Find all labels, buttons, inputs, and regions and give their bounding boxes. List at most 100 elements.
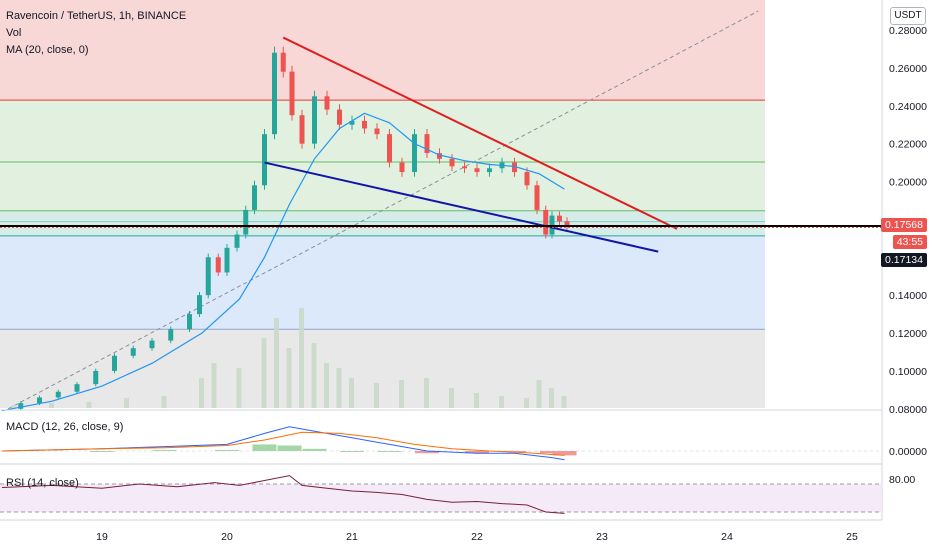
candle-body <box>524 172 530 186</box>
candle-body <box>399 162 405 173</box>
macd-histogram-bar <box>152 449 177 451</box>
y-tick-label: 0.26000 <box>889 63 927 75</box>
macd-histogram-bar <box>277 445 302 451</box>
candle-body <box>424 134 430 154</box>
macd-histogram-bar <box>340 451 364 452</box>
macd-histogram-bar <box>552 451 577 456</box>
candle-body <box>449 158 455 167</box>
fib-zone-teal <box>0 210 765 236</box>
candle-body <box>324 96 330 110</box>
candle-body <box>243 209 249 235</box>
candle-body <box>130 348 136 356</box>
macd-histogram-bar <box>377 451 402 452</box>
last-price-tag: 0.17568 <box>881 218 927 232</box>
candle-body <box>374 128 380 135</box>
volume-bar <box>236 368 242 408</box>
trend-dashed-line <box>8 10 759 410</box>
volume-bar <box>161 396 167 408</box>
candle-body <box>37 397 42 404</box>
y-tick-label: 0.10000 <box>889 366 927 378</box>
candle-body <box>349 120 355 125</box>
fib-zone-blue <box>0 235 765 330</box>
candle-body <box>289 71 295 116</box>
y-tick-label: 0.28000 <box>889 25 927 37</box>
candle-body <box>362 120 367 129</box>
ma-legend: MA (20, close, 0) <box>6 44 89 56</box>
volume-bar <box>399 380 404 408</box>
candle-body <box>55 391 61 398</box>
candle-body <box>187 314 192 330</box>
volume-bar <box>86 402 92 408</box>
y-tick-label: 0.20000 <box>889 177 927 189</box>
volume-bar <box>274 318 279 408</box>
volume-legend: Vol <box>6 27 22 39</box>
macd-histogram-bar <box>415 451 439 454</box>
volume-bar <box>374 383 379 408</box>
volume-bar <box>286 348 292 408</box>
x-tick-label: 20 <box>221 531 233 543</box>
countdown-tag: 43:55 <box>892 235 927 249</box>
resistance-line <box>282 36 678 230</box>
y-tick-label: 0.08000 <box>889 404 927 416</box>
macd-histogram-bar <box>502 451 527 452</box>
candle-body <box>312 96 317 144</box>
candle-body <box>543 209 549 235</box>
macd-histogram-bar <box>252 444 277 451</box>
candle-body <box>205 257 211 296</box>
x-tick-label: 22 <box>471 531 483 543</box>
candle-body <box>487 168 492 173</box>
candle-body <box>564 221 570 227</box>
candle-body <box>474 168 480 173</box>
volume-bar <box>49 403 54 408</box>
y-tick-label: 0.14000 <box>889 290 927 302</box>
macd-tick-label: 0.00000 <box>889 446 927 458</box>
macd-histogram-bar <box>302 448 327 451</box>
volume-bar <box>424 378 429 408</box>
rsi-tick-label: 80.00 <box>889 474 915 486</box>
volume-bar <box>11 405 17 408</box>
x-tick-label: 19 <box>96 531 108 543</box>
candle-body <box>337 109 342 125</box>
candle-body <box>234 234 240 248</box>
fib-zone-top <box>0 0 765 101</box>
volume-bar <box>549 388 554 408</box>
candle-body <box>462 166 467 169</box>
volume-bar <box>311 343 317 408</box>
volume-bar <box>561 396 567 408</box>
volume-bar <box>524 398 529 408</box>
candle-body <box>299 115 305 144</box>
candle-body <box>272 52 277 135</box>
candle-body <box>512 162 517 173</box>
volume-bar <box>199 378 204 408</box>
rsi-line <box>1 475 565 514</box>
macd-histogram-bar <box>540 451 564 454</box>
macd-histogram-bar <box>90 451 114 452</box>
ma-line <box>1 112 565 412</box>
candle-body <box>437 153 442 159</box>
x-tick-label: 25 <box>846 531 858 543</box>
signal-line <box>1 431 565 456</box>
candle-body <box>387 134 392 163</box>
candle-body <box>149 340 155 349</box>
volume-bar <box>299 308 304 408</box>
y-tick-label: 0.24000 <box>889 101 927 113</box>
volume-bar <box>211 363 217 408</box>
rsi-band <box>0 484 882 512</box>
candle-body <box>112 355 117 371</box>
candle-body <box>168 329 174 341</box>
volume-bar <box>336 368 342 408</box>
fib-zone-grey <box>0 329 765 408</box>
candle-body <box>18 403 24 409</box>
currency-button[interactable]: USDT <box>890 7 926 25</box>
macd-legend: MACD (12, 26, close, 9) <box>6 421 124 433</box>
candle-body <box>74 384 80 392</box>
volume-bar <box>324 363 329 408</box>
x-tick-label: 24 <box>721 531 733 543</box>
candle-body <box>262 134 267 186</box>
candle-body <box>215 257 221 273</box>
candle-body <box>93 370 99 385</box>
x-tick-label: 21 <box>346 531 358 543</box>
y-tick-label: 0.22000 <box>889 139 927 151</box>
volume-bar <box>536 380 542 408</box>
